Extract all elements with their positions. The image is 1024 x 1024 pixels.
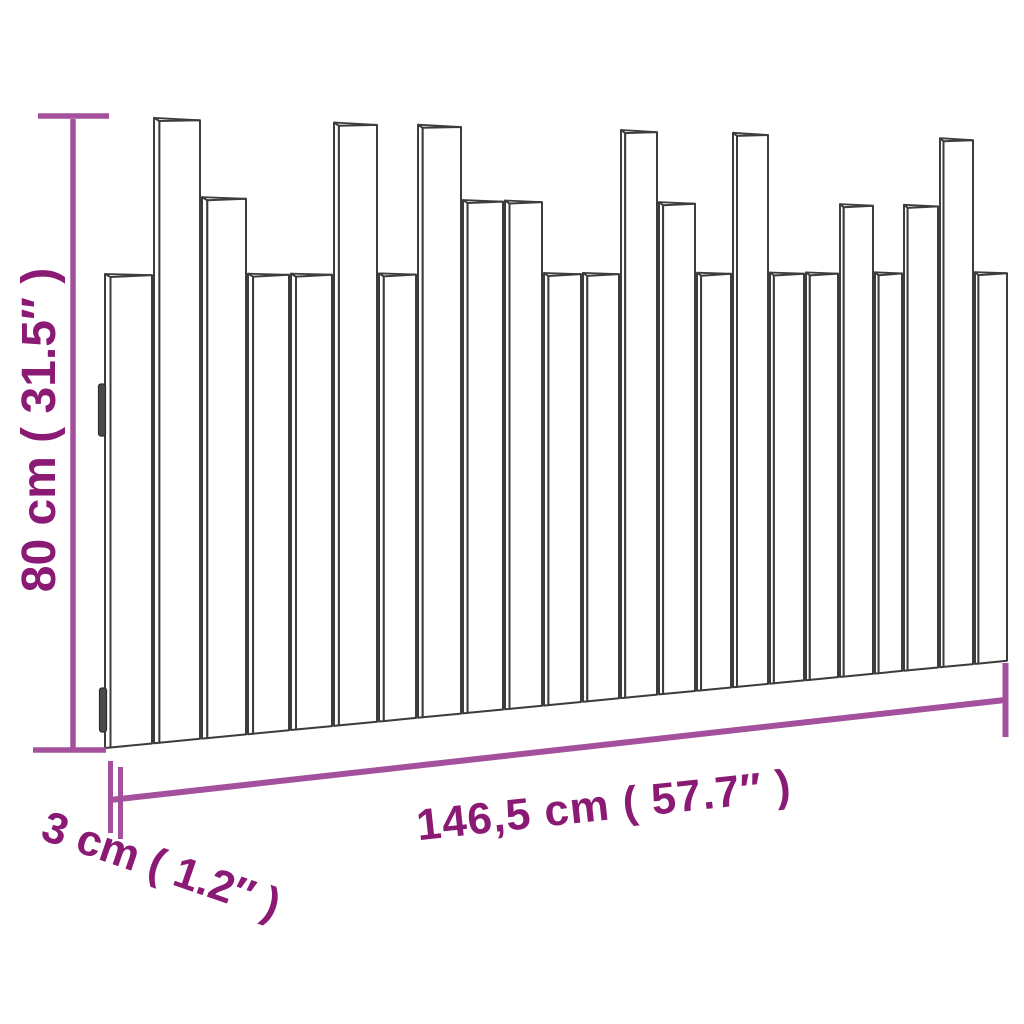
slat-20-top-edge [874,271,903,275]
slat-2-top-edge [153,117,201,122]
slat-18-front-face [808,272,839,681]
wall-brackets [97,383,108,733]
slat-10-top-edge [504,199,543,203]
slat-23-top-edge [974,271,1008,275]
slat-2-front-face [158,119,201,744]
wall-bracket-1 [97,383,107,437]
slat-7-top-edge [378,272,417,276]
slat-5-front-face [295,273,333,731]
slat-21-front-face [906,205,939,672]
slat-8-top-edge [417,123,462,128]
slat-18-top-edge [805,271,839,275]
slat-13-top-edge [620,129,658,133]
slat-22-front-face [942,139,974,668]
slat-9-front-face [466,200,504,714]
wall-bracket-2 [98,687,108,733]
slat-14-front-face [662,202,696,695]
slat-16-top-edge [732,131,769,136]
slat-21-top-edge [903,203,939,208]
slat-1-front-face [109,274,153,749]
slat-12-top-edge [582,272,620,275]
slat-6-front-face [337,123,378,727]
slat-20-front-face [877,272,903,675]
slat-13-front-face [624,131,658,699]
slat-14-top-edge [658,201,696,205]
slat-22-top-edge [939,137,974,142]
width-dim-line [109,697,1006,803]
slat-5-top-edge [290,272,333,276]
slat-12-front-face [586,273,620,703]
headboard-slats [104,116,1008,749]
slat-4-front-face [252,273,290,735]
slat-17-top-edge [769,271,805,275]
slat-17-front-face [772,272,805,685]
slat-15-front-face [700,272,732,692]
slat-16-front-face [736,134,769,688]
slat-9-top-edge [462,199,504,203]
slat-4-top-edge [247,272,290,276]
slat-11-top-edge [543,272,582,275]
slat-3-front-face [206,197,247,740]
slat-11-front-face [547,273,582,707]
slat-1-top-edge [104,273,153,276]
slat-10-front-face [508,201,543,710]
dimension-lines [33,113,1009,839]
slat-6-top-edge [333,121,378,126]
slat-19-front-face [842,204,874,678]
slat-8-front-face [421,126,462,719]
slat-19-top-edge [839,203,874,207]
height-dimension-label: 80 cm ( 31.5″ ) [13,267,66,593]
slat-3-top-edge [201,196,247,200]
slat-7-front-face [382,273,417,723]
slat-23-front-face [977,272,1008,665]
slat-15-top-edge [696,271,732,275]
